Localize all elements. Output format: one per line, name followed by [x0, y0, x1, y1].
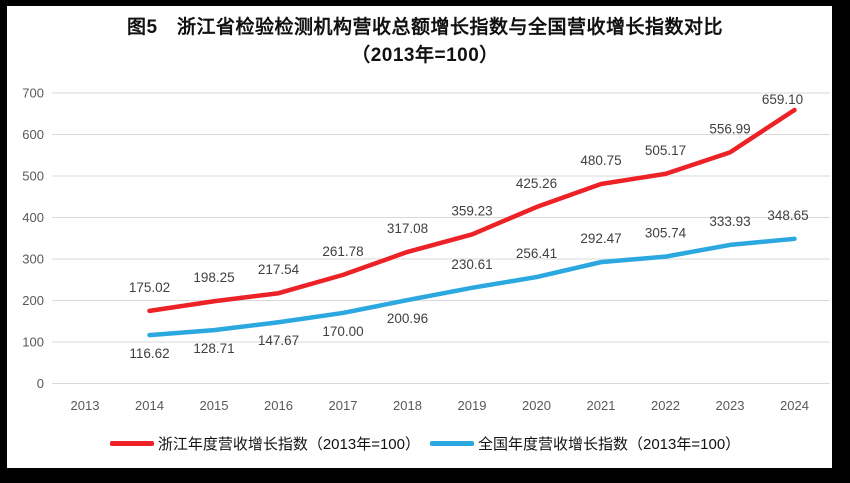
legend-label-national: 全国年度营收增长指数（2013年=100）: [478, 436, 741, 453]
series-line-0: [147, 107, 797, 314]
data-label: 425.26: [516, 176, 557, 191]
data-label: 348.65: [767, 208, 808, 223]
data-label: 175.02: [129, 280, 170, 295]
x-tick-label: 2018: [393, 398, 422, 413]
chart-legend: 浙江年度营收增长指数（2013年=100） 全国年度营收增长指数（2013年=1…: [0, 433, 850, 454]
chart-title-line2: （2013年=100）: [351, 45, 499, 66]
x-tick-label: 2023: [716, 398, 745, 413]
y-tick-label: 0: [37, 376, 44, 391]
data-label: 200.96: [387, 311, 428, 326]
data-label: 292.47: [580, 231, 621, 246]
data-label: 230.61: [451, 257, 492, 272]
y-tick-label: 300: [22, 252, 44, 267]
data-label: 556.99: [709, 121, 750, 136]
legend-item-national: 全国年度营收增长指数（2013年=100）: [430, 433, 740, 454]
data-label: 505.17: [645, 143, 686, 158]
data-label: 480.75: [580, 153, 621, 168]
y-tick-label: 500: [22, 169, 44, 184]
data-label: 659.10: [762, 92, 803, 107]
y-tick-label: 100: [22, 335, 44, 350]
y-tick-label: 400: [22, 210, 44, 225]
data-label: 317.08: [387, 221, 428, 236]
data-label: 359.23: [451, 203, 492, 218]
data-label: 198.25: [193, 270, 234, 285]
data-label: 256.41: [516, 246, 557, 261]
legend-swatch-zhejiang-line: [109, 441, 154, 446]
chart-panel: [7, 6, 832, 468]
chart-title: 图5 浙江省检验检测机构营收总额增长指数与全国营收增长指数对比 （2013年=1…: [0, 14, 850, 70]
data-label: 116.62: [129, 346, 169, 361]
x-tick-label: 2017: [329, 398, 358, 413]
x-tick-label: 2015: [200, 398, 229, 413]
x-tick-label: 2024: [780, 398, 809, 413]
data-label: 170.00: [322, 324, 363, 339]
series-line-1: [147, 236, 797, 338]
legend-item-zhejiang: 浙江年度营收增长指数（2013年=100）: [109, 433, 420, 454]
x-tick-label: 2022: [651, 398, 680, 413]
y-tick-label: 600: [22, 127, 44, 142]
x-tick-label: 2013: [71, 398, 100, 413]
data-label: 128.71: [193, 341, 234, 356]
x-tick-label: 2020: [522, 398, 551, 413]
legend-label-zhejiang: 浙江年度营收增长指数（2013年=100）: [157, 436, 420, 453]
data-label: 147.67: [258, 333, 299, 348]
legend-swatch-national-line: [430, 441, 474, 446]
data-label: 217.54: [258, 262, 300, 277]
x-tick-label: 2019: [458, 398, 487, 413]
data-label: 305.74: [645, 226, 687, 241]
y-tick-label: 700: [22, 86, 44, 101]
x-tick-label: 2016: [264, 398, 293, 413]
y-tick-label: 200: [22, 293, 44, 308]
x-tick-label: 2014: [135, 398, 164, 413]
x-tick-label: 2021: [587, 398, 616, 413]
data-label: 261.78: [322, 244, 363, 259]
data-label: 333.93: [709, 214, 750, 229]
chart-title-line1: 图5 浙江省检验检测机构营收总额增长指数与全国营收增长指数对比: [126, 17, 724, 38]
